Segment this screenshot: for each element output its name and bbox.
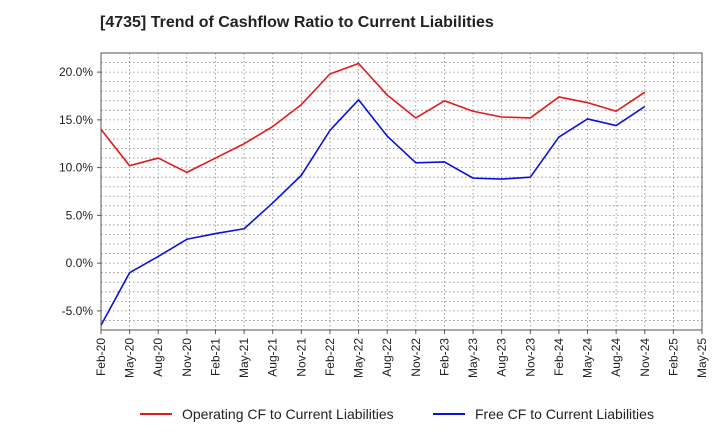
x-tick-label: Aug-24 [609,338,623,377]
chart-title: [4735] Trend of Cashflow Ratio to Curren… [100,14,494,31]
series-layer [100,62,646,326]
x-tick-label: Nov-21 [294,338,308,377]
y-tick-label: 0.0% [66,256,94,270]
series-line-1 [100,62,646,174]
y-tick-label: 10.0% [59,161,93,175]
x-tick-label: May-20 [123,338,137,378]
x-tick-label: Feb-25 [666,338,680,376]
grid-layer [100,52,703,331]
x-tick-label: May-23 [466,338,480,378]
y-tick-label: 15.0% [59,113,93,127]
series-line-2 [100,99,646,326]
x-tick-label: May-25 [695,338,709,378]
axis-layer: -5.0% 0.0% 5.0% 10.0% 15.0% 20.0% Feb-20 May-20… [59,52,709,378]
x-tick-label: May-22 [352,338,366,378]
plot-frame [100,52,703,331]
x-tick-label: Nov-24 [638,338,652,377]
x-tick-label: May-24 [581,338,595,378]
x-tick-label: Nov-20 [180,338,194,377]
legend-label-1: Operating CF to Current Liabilities [182,406,394,422]
legend: Operating CF to Current Liabilities Free … [140,406,654,422]
x-tick-label: Feb-21 [208,338,222,376]
y-tick-label: 20.0% [59,65,93,79]
x-tick-label: Aug-22 [380,338,394,377]
x-tick-label: Feb-23 [437,338,451,376]
x-tick-label: Aug-21 [266,338,280,377]
y-tick-label: -5.0% [62,304,94,318]
x-tick-label: Feb-24 [552,338,566,376]
x-tick-label: Nov-23 [523,338,537,377]
x-tick-label: Aug-20 [151,338,165,377]
legend-label-2: Free CF to Current Liabilities [475,406,654,422]
x-tick-label: Feb-20 [94,338,108,376]
x-tick-label: May-21 [237,338,251,378]
x-tick-label: Nov-22 [409,338,423,377]
x-tick-label: Feb-22 [323,338,337,376]
x-tick-label: Aug-23 [495,338,509,377]
y-tick-label: 5.0% [66,208,94,222]
plot-area [101,53,702,330]
